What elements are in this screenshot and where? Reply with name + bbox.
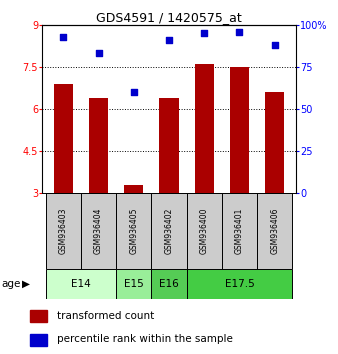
- Bar: [230, 67, 249, 193]
- Point: [61, 34, 66, 39]
- Point: [237, 29, 242, 34]
- Bar: [30, 334, 47, 346]
- FancyBboxPatch shape: [116, 193, 151, 269]
- Text: percentile rank within the sample: percentile rank within the sample: [57, 334, 233, 344]
- Point: [96, 51, 101, 56]
- FancyBboxPatch shape: [187, 269, 292, 299]
- Bar: [159, 98, 179, 193]
- Text: transformed count: transformed count: [57, 310, 155, 321]
- Text: GSM936400: GSM936400: [200, 208, 209, 254]
- Text: GSM936401: GSM936401: [235, 208, 244, 254]
- Text: GSM936404: GSM936404: [94, 208, 103, 254]
- Bar: [124, 184, 143, 193]
- FancyBboxPatch shape: [257, 193, 292, 269]
- FancyBboxPatch shape: [151, 193, 187, 269]
- Text: GSM936403: GSM936403: [59, 208, 68, 254]
- Point: [201, 30, 207, 36]
- Bar: [195, 64, 214, 193]
- FancyBboxPatch shape: [46, 269, 116, 299]
- FancyBboxPatch shape: [46, 193, 81, 269]
- Bar: [89, 98, 108, 193]
- Point: [272, 42, 277, 48]
- Bar: [30, 310, 47, 322]
- FancyBboxPatch shape: [116, 269, 151, 299]
- Text: GSM936406: GSM936406: [270, 208, 279, 254]
- Text: ▶: ▶: [22, 279, 30, 289]
- Text: E14: E14: [71, 279, 91, 289]
- FancyBboxPatch shape: [187, 193, 222, 269]
- Text: E17.5: E17.5: [224, 279, 254, 289]
- FancyBboxPatch shape: [81, 193, 116, 269]
- FancyBboxPatch shape: [151, 269, 187, 299]
- Title: GDS4591 / 1420575_at: GDS4591 / 1420575_at: [96, 11, 242, 24]
- FancyBboxPatch shape: [222, 193, 257, 269]
- Text: GSM936405: GSM936405: [129, 208, 138, 254]
- Text: E15: E15: [124, 279, 144, 289]
- Point: [166, 37, 172, 43]
- Point: [131, 89, 137, 95]
- Bar: [54, 84, 73, 193]
- Text: age: age: [2, 279, 21, 289]
- Text: E16: E16: [159, 279, 179, 289]
- Text: GSM936402: GSM936402: [165, 208, 173, 254]
- Bar: [265, 92, 284, 193]
